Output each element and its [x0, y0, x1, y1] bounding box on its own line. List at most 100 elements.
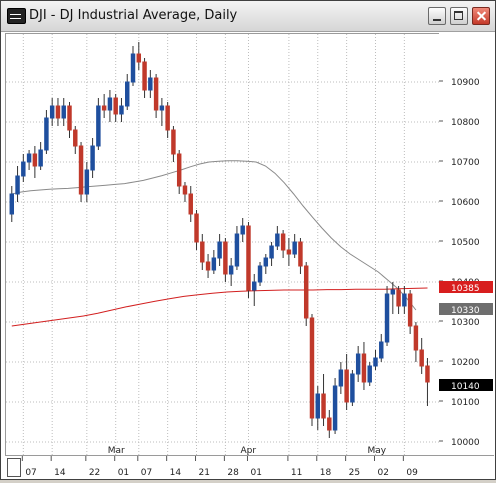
x-day-label: 28	[227, 468, 239, 478]
y-tick-label: 10500	[451, 238, 480, 248]
candle-body	[73, 129, 78, 147]
candle-body	[407, 293, 413, 327]
x-day-label: 07	[141, 468, 152, 478]
candle-body	[67, 105, 72, 131]
candle-body	[257, 265, 263, 283]
price-tag	[439, 281, 493, 293]
candle-body	[142, 61, 147, 91]
candle-body	[96, 105, 101, 147]
candle-body	[263, 257, 269, 267]
title-bar[interactable]: DJI - DJ Industrial Average, Daily	[1, 1, 495, 32]
x-month-label: Mar	[108, 446, 125, 456]
price-tag	[439, 303, 493, 315]
candle-body	[367, 365, 372, 383]
candle-body	[413, 325, 419, 351]
scroll-box[interactable]	[7, 458, 21, 477]
candle-body	[390, 289, 396, 295]
y-tick-label: 10300	[451, 318, 480, 328]
price-axis-labels: 1000010100102001030010400105001060010700…	[439, 78, 493, 448]
x-day-label: 14	[54, 468, 66, 478]
minimize-button[interactable]	[428, 7, 446, 25]
x-day-label: 22	[89, 468, 100, 478]
price-tag	[439, 379, 493, 391]
candle-body	[90, 145, 95, 171]
candle-body	[355, 353, 361, 375]
candle-body	[130, 53, 136, 83]
candle-body	[286, 249, 292, 255]
candle-body	[44, 117, 49, 151]
candle-body	[309, 317, 315, 419]
price-tag-label: 10140	[451, 382, 480, 392]
y-tick-label: 10100	[451, 398, 480, 408]
candle-body	[315, 393, 320, 419]
candle-body	[101, 105, 107, 111]
candle-body	[211, 257, 217, 271]
ma-long-line	[11, 287, 428, 327]
candle-body	[419, 349, 424, 367]
candle-body	[125, 81, 130, 107]
candle-body	[373, 357, 378, 367]
x-day-label: 01	[118, 468, 129, 478]
y-tick-label: 10800	[451, 118, 480, 128]
candle-body	[338, 369, 344, 387]
candle-body	[402, 293, 407, 307]
x-month-label: May	[367, 446, 386, 456]
close-button[interactable]	[472, 7, 490, 25]
x-day-label: 25	[349, 468, 360, 478]
price-chart-area[interactable]: Mar Apr May	[5, 33, 440, 457]
price-tag-label: 10385	[451, 284, 480, 294]
candle-body	[171, 129, 176, 155]
candle-body	[275, 233, 280, 247]
candle-body	[292, 241, 297, 255]
candle-body	[182, 185, 188, 195]
window-title: DJI - DJ Industrial Average, Daily	[29, 8, 238, 23]
candle-body	[223, 241, 228, 275]
candle-body	[246, 225, 251, 291]
candle-body	[148, 77, 153, 91]
candle-body	[379, 341, 384, 359]
candle-body	[188, 193, 193, 215]
date-axis[interactable]: 07 14 22 01 07 14 21 28 01 11 18 25 02 09	[5, 455, 494, 479]
y-tick-label: 10600	[451, 198, 480, 208]
chart-app-icon[interactable]	[7, 8, 26, 24]
candle-body	[303, 265, 309, 319]
x-day-label: 02	[377, 468, 388, 478]
y-tick-label: 10700	[451, 158, 480, 168]
candle-body	[26, 153, 32, 163]
ma-short-line	[11, 160, 417, 311]
candle-body	[200, 241, 205, 263]
candle-body	[136, 53, 142, 63]
candle-body	[153, 77, 159, 111]
candle-body	[321, 393, 326, 419]
x-day-label: 11	[291, 468, 302, 478]
candle-body	[361, 353, 367, 383]
candle-body	[384, 293, 390, 343]
candle-body	[205, 261, 211, 271]
candle-body	[269, 245, 274, 259]
candle-body	[332, 385, 338, 431]
x-day-label: 07	[25, 468, 36, 478]
x-day-label: 09	[406, 468, 418, 478]
candle-body	[217, 241, 222, 259]
candle-body	[228, 265, 234, 275]
candle-body	[298, 241, 303, 267]
date-axis-labels: 07 14 22 01 07 14 21 28 01 11 18 25 02 09	[21, 456, 418, 478]
maximize-button[interactable]	[450, 7, 468, 25]
candle-body	[61, 105, 66, 119]
candle-body	[280, 233, 286, 251]
candle-body	[350, 373, 355, 403]
candle-body	[396, 289, 401, 307]
candle-body	[119, 105, 124, 115]
candle-body	[327, 417, 332, 431]
price-axis[interactable]: 1000010100102001030010400105001060010700…	[439, 33, 494, 455]
x-day-label: 18	[320, 468, 332, 478]
candle-body	[194, 213, 199, 243]
candle-body	[107, 97, 113, 111]
candle-body	[32, 153, 38, 167]
price-tag-label: 10330	[451, 306, 480, 316]
y-tick-label: 10200	[451, 358, 480, 368]
x-day-label: 21	[199, 468, 210, 478]
x-day-label: 14	[170, 468, 182, 478]
candle-body	[21, 161, 26, 177]
candle-body	[165, 105, 170, 131]
